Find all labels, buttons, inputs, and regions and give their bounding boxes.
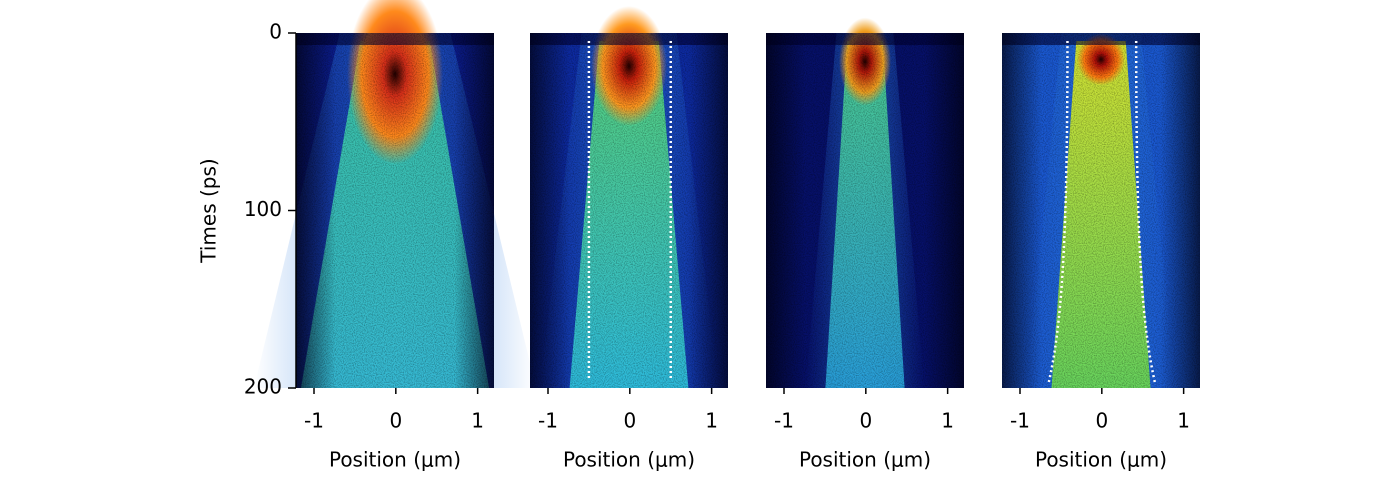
heatmap-image — [530, 6, 728, 388]
x-tick-label: 1 — [471, 409, 484, 433]
y-tick-label: 100 — [244, 197, 282, 221]
panel: -1 0 1 Position (μm) 0 100 200 Times (ps) — [197, 0, 537, 472]
y-axis-label: Times (ps) — [197, 158, 221, 263]
x-tick-label: 1 — [1177, 409, 1190, 433]
x-tick-label: 0 — [859, 409, 872, 433]
fit-line — [1134, 40, 1157, 384]
panel: -1 0 1 Position (μm) — [766, 17, 964, 472]
x-axis-label: Position (μm) — [1035, 448, 1167, 472]
panel: -1 0 1 Position (μm) — [1002, 33, 1200, 472]
x-tick-label: 0 — [623, 409, 636, 433]
heatmap-image — [766, 17, 964, 388]
x-tick-label: 1 — [941, 409, 954, 433]
x-tick-label: -1 — [304, 409, 324, 433]
heatmap-image — [253, 0, 537, 388]
x-tick-label: 1 — [705, 409, 718, 433]
panel: -1 0 1 Position (μm) — [530, 6, 728, 472]
x-tick-label: 0 — [1095, 409, 1108, 433]
fit-line — [1047, 40, 1069, 384]
x-axis-label: Position (μm) — [563, 448, 695, 472]
x-tick-label: 0 — [389, 409, 402, 433]
x-tick-label: -1 — [1010, 409, 1030, 433]
x-axis-label: Position (μm) — [799, 448, 931, 472]
y-tick-label: 200 — [244, 375, 282, 399]
x-tick-label: -1 — [538, 409, 558, 433]
heatmap-image — [1002, 33, 1200, 388]
y-tick-label: 0 — [269, 20, 282, 44]
x-axis-label: Position (μm) — [329, 448, 461, 472]
x-tick-label: -1 — [774, 409, 794, 433]
